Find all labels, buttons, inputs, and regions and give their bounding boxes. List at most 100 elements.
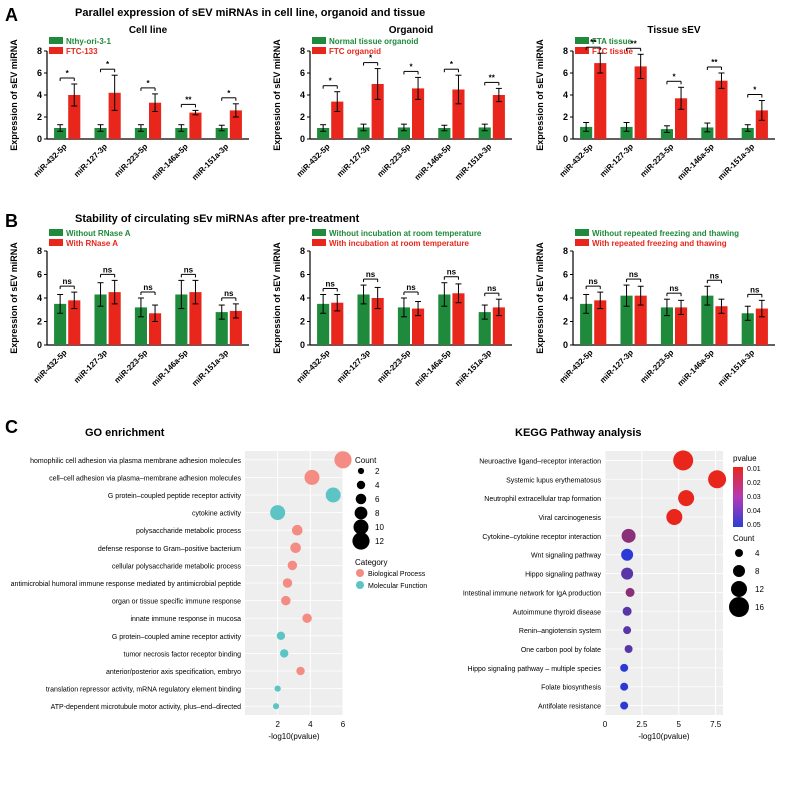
svg-text:*: * bbox=[329, 77, 333, 86]
svg-text:Without RNase A: Without RNase A bbox=[66, 229, 131, 238]
svg-text:miR-432-5p: miR-432-5p bbox=[32, 142, 69, 179]
svg-text:miR-127-3p: miR-127-3p bbox=[72, 348, 109, 385]
kegg-panel: KEGG Pathway analysis 02.557.5-log10(pva… bbox=[435, 423, 789, 744]
svg-text:cytokine activity: cytokine activity bbox=[192, 511, 242, 518]
svg-text:FTA tissue: FTA tissue bbox=[592, 37, 633, 46]
svg-text:cell–cell adhesion via plasma–: cell–cell adhesion via plasma–membrane a… bbox=[49, 475, 241, 482]
panel-c-row: C GO enrichment 246-log10(pvalue)homophi… bbox=[5, 417, 789, 744]
svg-text:6: 6 bbox=[563, 68, 568, 78]
svg-text:ns: ns bbox=[143, 283, 153, 292]
svg-text:translation repressor activity: translation repressor activity, mRNA reg… bbox=[46, 687, 241, 694]
svg-text:FTC organoid: FTC organoid bbox=[329, 47, 381, 56]
svg-text:G protein–coupled peptide rece: G protein–coupled peptide receptor activ… bbox=[108, 493, 242, 500]
svg-text:4: 4 bbox=[375, 481, 380, 490]
svg-text:ns: ns bbox=[669, 284, 679, 293]
svg-text:Antifolate resistance: Antifolate resistance bbox=[538, 704, 601, 711]
svg-text:miR-151a-3p: miR-151a-3p bbox=[716, 348, 756, 388]
svg-text:Expression of sEV miRNA: Expression of sEV miRNA bbox=[9, 39, 19, 151]
svg-text:Hippo signaling pathway: Hippo signaling pathway bbox=[525, 572, 601, 579]
svg-text:8: 8 bbox=[37, 246, 42, 256]
svg-text:tumor necrosis factor receptor: tumor necrosis factor receptor binding bbox=[124, 651, 242, 658]
svg-text:miR-223-5p: miR-223-5p bbox=[639, 142, 676, 179]
svg-text:7.5: 7.5 bbox=[710, 720, 722, 729]
svg-text:Expression of sEV miRNA: Expression of sEV miRNA bbox=[9, 242, 19, 354]
svg-text:Expression of sEV miRNA: Expression of sEV miRNA bbox=[535, 242, 545, 354]
svg-text:*: * bbox=[106, 60, 110, 69]
svg-text:With incubation at room temper: With incubation at room temperature bbox=[329, 239, 469, 248]
svg-text:With RNase A: With RNase A bbox=[66, 239, 118, 248]
svg-text:4: 4 bbox=[755, 549, 760, 558]
svg-text:Cytokine–cytokine receptor int: Cytokine–cytokine receptor interaction bbox=[482, 534, 601, 541]
svg-text:With repeated freezing and tha: With repeated freezing and thawing bbox=[592, 239, 727, 248]
svg-text:Expression of sEV miRNA: Expression of sEV miRNA bbox=[272, 39, 282, 151]
svg-text:6: 6 bbox=[300, 270, 305, 280]
svg-text:miR-146a-5p: miR-146a-5p bbox=[150, 348, 190, 388]
svg-text:6: 6 bbox=[300, 68, 305, 78]
svg-text:cellular polysaccharide metabo: cellular polysaccharide metabolic proces… bbox=[112, 563, 242, 570]
svg-text:miR-223-5p: miR-223-5p bbox=[639, 348, 676, 385]
svg-text:defense response to Gram–posit: defense response to Gram–positive bacter… bbox=[98, 546, 241, 553]
svg-text:Neuroactive ligand–receptor in: Neuroactive ligand–receptor interaction bbox=[479, 458, 601, 465]
svg-text:ns: ns bbox=[589, 277, 599, 286]
svg-text:ns: ns bbox=[184, 265, 194, 274]
svg-text:4: 4 bbox=[563, 293, 568, 303]
svg-text:Viral carcinogenesis: Viral carcinogenesis bbox=[538, 515, 601, 522]
svg-text:8: 8 bbox=[755, 567, 760, 576]
svg-text:miR-127-3p: miR-127-3p bbox=[598, 142, 635, 179]
svg-text:Cell line: Cell line bbox=[129, 25, 168, 36]
svg-text:Neutrophil extracellular trap: Neutrophil extracellular trap formation bbox=[484, 496, 601, 503]
svg-text:5: 5 bbox=[677, 720, 682, 729]
svg-text:2: 2 bbox=[563, 317, 568, 327]
svg-text:Tissue sEV: Tissue sEV bbox=[647, 25, 701, 36]
svg-text:12: 12 bbox=[375, 537, 384, 546]
svg-text:ns: ns bbox=[447, 268, 457, 277]
panel-a-title: Parallel expression of sEV miRNAs in cel… bbox=[75, 7, 425, 19]
svg-text:Without incubation at room tem: Without incubation at room temperature bbox=[329, 229, 482, 238]
svg-text:Category: Category bbox=[355, 558, 387, 567]
svg-text:miR-151a-3p: miR-151a-3p bbox=[716, 142, 756, 182]
panel-a-row: A Parallel expression of sEV miRNAs in c… bbox=[5, 5, 789, 201]
svg-text:One carbon pool by folate: One carbon pool by folate bbox=[521, 647, 601, 654]
svg-text:0: 0 bbox=[300, 134, 305, 144]
kegg-chart: 02.557.5-log10(pvalue)Neuroactive ligand… bbox=[435, 441, 785, 741]
svg-text:Nthy-ori-3-1: Nthy-ori-3-1 bbox=[66, 37, 111, 46]
svg-text:ns: ns bbox=[710, 271, 720, 280]
svg-text:8: 8 bbox=[300, 246, 305, 256]
svg-text:0: 0 bbox=[563, 134, 568, 144]
svg-text:4: 4 bbox=[563, 90, 568, 100]
go-chart: 246-log10(pvalue)homophilic cell adhesio… bbox=[5, 441, 435, 741]
svg-text:ATP-dependent microtubule moto: ATP-dependent microtubule motor activity… bbox=[51, 704, 242, 711]
svg-text:Systemic lupus erythematosus: Systemic lupus erythematosus bbox=[506, 477, 601, 484]
svg-text:4: 4 bbox=[300, 90, 305, 100]
svg-text:*: * bbox=[450, 60, 454, 69]
svg-text:miR-432-5p: miR-432-5p bbox=[295, 142, 332, 179]
go-panel: GO enrichment 246-log10(pvalue)homophili… bbox=[5, 423, 435, 744]
svg-text:*: * bbox=[227, 89, 231, 98]
svg-text:0: 0 bbox=[563, 340, 568, 350]
svg-text:Organoid: Organoid bbox=[389, 25, 433, 36]
svg-text:0: 0 bbox=[37, 134, 42, 144]
svg-text:miR-146a-5p: miR-146a-5p bbox=[150, 142, 190, 182]
kegg-title: KEGG Pathway analysis bbox=[515, 427, 789, 439]
svg-text:0.05: 0.05 bbox=[747, 522, 761, 529]
go-title: GO enrichment bbox=[85, 427, 435, 439]
svg-text:miR-432-5p: miR-432-5p bbox=[558, 142, 595, 179]
svg-text:6: 6 bbox=[563, 270, 568, 280]
svg-text:Folate biosynthesis: Folate biosynthesis bbox=[541, 685, 601, 692]
svg-text:6: 6 bbox=[37, 68, 42, 78]
svg-text:ns: ns bbox=[629, 270, 639, 279]
svg-text:4: 4 bbox=[37, 293, 42, 303]
svg-text:miR-146a-5p: miR-146a-5p bbox=[413, 348, 453, 388]
svg-text:0: 0 bbox=[300, 340, 305, 350]
svg-text:Without repeated freezing and: Without repeated freezing and thawing bbox=[592, 229, 739, 238]
svg-text:Wnt signaling pathway: Wnt signaling pathway bbox=[531, 553, 602, 560]
svg-text:**: ** bbox=[590, 38, 597, 47]
svg-text:miR-146a-5p: miR-146a-5p bbox=[413, 142, 453, 182]
svg-text:G protein–coupled amine recept: G protein–coupled amine receptor activit… bbox=[112, 634, 242, 641]
svg-text:miR-223-5p: miR-223-5p bbox=[113, 142, 150, 179]
panel-b-row: B Stability of circulating sEv miRNAs af… bbox=[5, 211, 789, 407]
panel-b-title: Stability of circulating sEv miRNAs afte… bbox=[75, 213, 359, 225]
svg-text:miR-151a-3p: miR-151a-3p bbox=[190, 142, 230, 182]
svg-text:miR-223-5p: miR-223-5p bbox=[113, 348, 150, 385]
svg-text:2.5: 2.5 bbox=[636, 720, 648, 729]
